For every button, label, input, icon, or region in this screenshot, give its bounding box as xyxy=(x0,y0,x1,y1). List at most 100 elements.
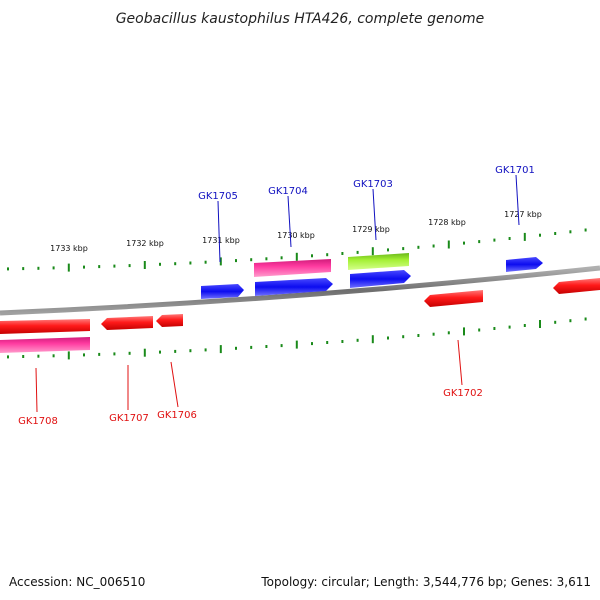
gene-arrow-gk1706[interactable] xyxy=(156,314,183,327)
tick-minor xyxy=(22,267,25,271)
tick-major xyxy=(539,320,541,328)
gene-arrow-gk1704[interactable] xyxy=(255,278,333,296)
tick-minor xyxy=(7,267,9,271)
tick-minor xyxy=(83,265,85,269)
tick-minor xyxy=(159,262,161,266)
tick-minor xyxy=(356,250,359,254)
tick-minor xyxy=(584,317,587,321)
tick-minor xyxy=(402,247,405,251)
gene-arrow-gk1703-blue[interactable] xyxy=(350,270,411,288)
gene-arrow-gk1702[interactable] xyxy=(424,290,483,307)
tick-minor xyxy=(387,248,389,252)
tick-minor xyxy=(311,342,313,346)
kbp-label: 1729 kbp xyxy=(352,225,390,234)
tick-minor xyxy=(204,348,207,352)
gene-labels: GK1701 GK1702 GK1703 GK1704 GK1705 GK170… xyxy=(18,165,535,427)
gene-label-gk1707[interactable]: GK1707 xyxy=(109,413,149,424)
tick-minor xyxy=(280,256,283,260)
tick-major xyxy=(371,247,374,256)
tick-minor xyxy=(37,266,40,270)
tick-minor xyxy=(83,353,85,357)
tick-minor xyxy=(204,260,207,264)
tick-row-top xyxy=(7,228,587,272)
tick-minor xyxy=(432,244,435,248)
tick-major xyxy=(463,327,465,336)
tick-minor xyxy=(493,238,496,242)
gene-arrow-gk1701[interactable] xyxy=(506,257,543,272)
tick-minor xyxy=(326,341,329,344)
map-title: Geobacillus kaustophilus HTA426, complet… xyxy=(116,11,485,27)
gene-label-gk1701[interactable]: GK1701 xyxy=(495,165,535,176)
tick-minor xyxy=(463,241,465,245)
tick-minor xyxy=(447,331,450,335)
tick-minor xyxy=(326,253,329,257)
tick-minor xyxy=(22,355,25,358)
tick-minor xyxy=(128,351,131,355)
gene-label-gk1702[interactable]: GK1702 xyxy=(443,388,483,399)
tick-minor xyxy=(235,259,237,263)
tick-minor xyxy=(52,354,55,358)
tick-minor xyxy=(37,354,40,358)
tick-minor xyxy=(265,257,268,261)
kbp-label: 1727 kbp xyxy=(504,210,542,219)
tick-major xyxy=(67,263,70,272)
gene-arrow-gk1705[interactable] xyxy=(201,284,244,299)
kbp-label: 1732 kbp xyxy=(126,239,164,248)
tick-minor xyxy=(98,265,101,269)
gene-label-gk1706[interactable]: GK1706 xyxy=(157,410,197,421)
gene-features xyxy=(0,253,600,353)
tick-minor xyxy=(569,319,572,323)
genome-backbone xyxy=(0,265,600,316)
tick-minor xyxy=(52,266,55,270)
gene-arrow-gk1707[interactable] xyxy=(101,316,153,330)
gene-arrow-right-edge[interactable] xyxy=(553,278,600,294)
tick-minor xyxy=(265,345,268,348)
tick-minor xyxy=(508,325,511,329)
tick-minor xyxy=(250,258,253,262)
tick-minor xyxy=(478,240,481,244)
tick-major xyxy=(295,252,298,261)
tick-major xyxy=(219,257,222,266)
gene-label-gk1704[interactable]: GK1704 xyxy=(268,186,308,197)
tick-minor xyxy=(341,340,344,343)
tick-minor xyxy=(478,328,481,332)
gene-label-gk1708[interactable]: GK1708 xyxy=(18,416,58,427)
tick-minor xyxy=(356,338,359,342)
gene-label-gk1705[interactable]: GK1705 xyxy=(198,191,238,202)
tick-minor xyxy=(113,352,116,356)
tick-minor xyxy=(174,349,177,353)
tick-major xyxy=(219,345,222,354)
tick-minor xyxy=(554,232,557,235)
tick-minor xyxy=(508,237,511,240)
tick-minor xyxy=(189,261,192,265)
kbp-label: 1733 kbp xyxy=(50,244,88,253)
gene-arrow-gk1708[interactable] xyxy=(0,319,90,334)
tick-minor xyxy=(311,254,313,258)
tick-minor xyxy=(235,346,237,350)
tick-minor xyxy=(417,245,420,249)
tick-major xyxy=(143,348,146,357)
gene-arrow-gk1704-magenta[interactable] xyxy=(254,259,331,277)
tick-minor xyxy=(417,334,420,337)
genome-stats-text: Topology: circular; Length: 3,544,776 bp… xyxy=(260,575,591,589)
tick-major xyxy=(523,232,526,241)
gene-arrow-magenta-left[interactable] xyxy=(0,337,90,353)
kbp-label: 1730 kbp xyxy=(277,231,315,240)
kbp-label: 1728 kbp xyxy=(428,218,466,227)
tick-minor xyxy=(569,230,572,234)
tick-minor xyxy=(432,332,435,336)
gene-label-gk1703[interactable]: GK1703 xyxy=(353,179,393,190)
tick-minor xyxy=(554,320,557,324)
accession-text: Accession: NC_006510 xyxy=(9,575,145,589)
tick-minor xyxy=(128,264,131,268)
kbp-label: 1731 kbp xyxy=(202,236,240,245)
gene-arrow-gk1703[interactable] xyxy=(348,253,409,270)
tick-minor xyxy=(387,336,389,340)
tick-minor xyxy=(539,233,541,237)
tick-major xyxy=(67,351,70,360)
tick-minor xyxy=(159,350,161,354)
tick-row-bottom xyxy=(7,317,587,360)
tick-minor xyxy=(280,344,283,348)
tick-minor xyxy=(493,327,496,330)
